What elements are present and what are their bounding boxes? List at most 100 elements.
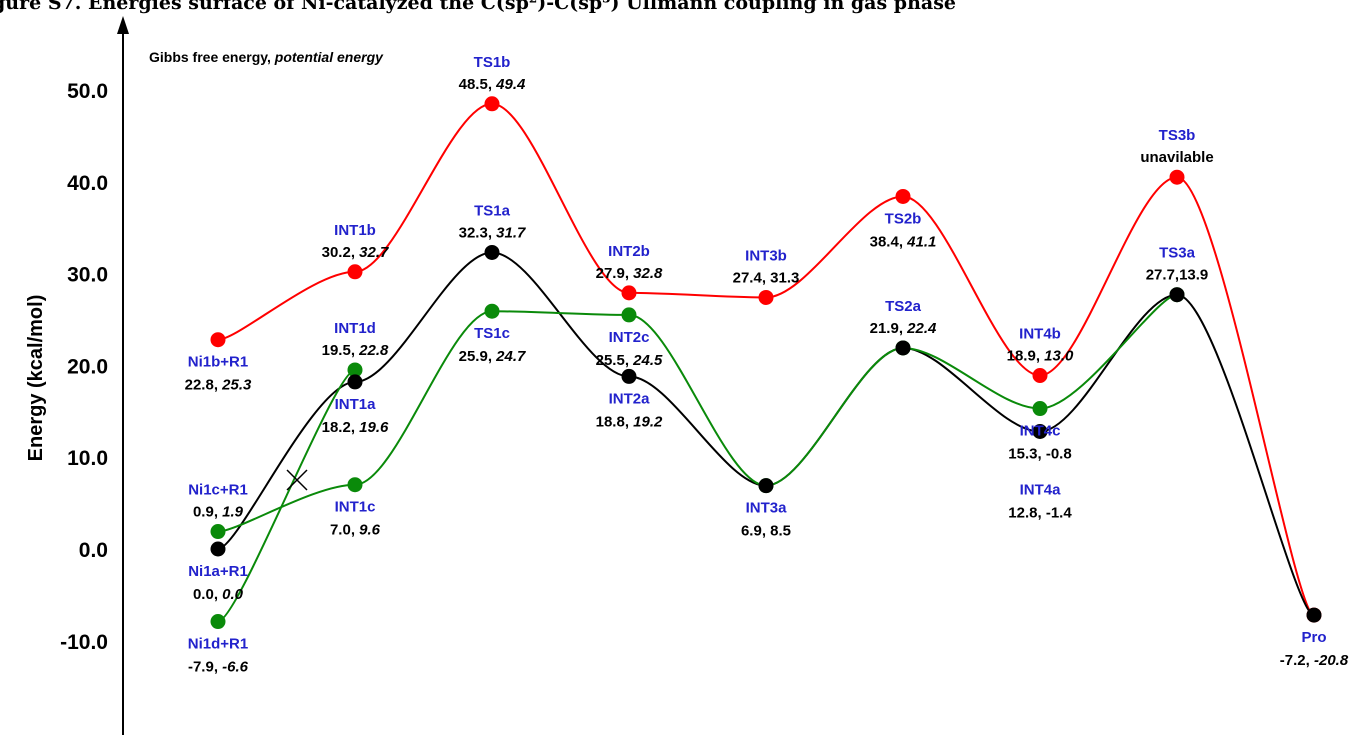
point-label-value: 38.4, 41.1 <box>870 233 937 250</box>
point-value-plain: unavilable <box>1140 149 1213 166</box>
point-value-plain: 27.9, <box>596 265 634 282</box>
data-point <box>1306 607 1322 623</box>
data-point <box>347 374 363 390</box>
point-value-plain: 30.2, <box>322 244 360 261</box>
point-label-name: INT1a <box>335 396 377 413</box>
point-value-plain: 25.5, <box>596 352 634 369</box>
point-label-value: 19.5, 22.8 <box>322 342 389 359</box>
point-label-value: 25.5, 24.5 <box>596 352 663 369</box>
point-label-name: TS2a <box>885 298 922 315</box>
point-label-name: INT1c <box>335 499 376 516</box>
point-label-name: Ni1a+R1 <box>188 563 248 580</box>
y-tick-label: -10.0 <box>60 631 108 654</box>
point-label-name: INT4c <box>1020 423 1061 440</box>
point-value-plain: 22.8, <box>185 377 223 394</box>
point-label-value: -7.9, -6.6 <box>188 659 249 676</box>
point-value-italic: 22.8 <box>358 342 389 359</box>
data-point <box>484 244 500 260</box>
y-axis-arrow <box>117 16 129 34</box>
point-value-italic: 49.4 <box>495 76 526 93</box>
legend-note: Gibbs free energy, potential energy <box>149 49 384 65</box>
point-label-name: Pro <box>1301 629 1326 646</box>
energy-curves <box>217 102 1315 623</box>
y-tick-label: 10.0 <box>67 447 108 470</box>
point-value-plain: 15.3, -0.8 <box>1008 446 1071 463</box>
point-value-plain: 21.9, <box>870 320 908 337</box>
point-value-italic: 13.0 <box>1044 347 1074 364</box>
point-label-name: Ni1b+R1 <box>188 354 248 371</box>
data-point <box>621 285 637 301</box>
point-label-name: TS3a <box>1159 245 1196 262</box>
point-value-plain: 48.5, <box>459 76 497 93</box>
point-label-name: TS1a <box>474 202 511 219</box>
point-value-italic: 32.8 <box>633 265 663 282</box>
point-label-name: TS2b <box>885 210 922 227</box>
point-value-italic: 19.6 <box>359 419 389 436</box>
chart-title: gure S7. Energies surface of Ni-catalyze… <box>0 0 956 14</box>
data-point <box>895 340 911 356</box>
data-point <box>1169 169 1185 185</box>
point-label-value: 32.3, 31.7 <box>459 224 526 241</box>
legend-note-plain: Gibbs free energy, <box>149 49 275 65</box>
data-point <box>484 303 500 319</box>
y-tick-label: 0.0 <box>79 539 108 562</box>
crossing-mark <box>286 469 308 491</box>
data-point <box>758 289 774 305</box>
point-value-plain: 6.9, 8.5 <box>741 523 791 540</box>
data-points <box>210 96 1322 630</box>
data-point <box>347 477 363 493</box>
point-label-value: 22.8, 25.3 <box>185 377 252 394</box>
data-point <box>758 478 774 494</box>
point-label-value: 27.4, 31.3 <box>733 269 800 286</box>
y-tick-label: 50.0 <box>67 80 108 103</box>
point-label-value: 18.2, 19.6 <box>322 419 389 436</box>
data-point <box>895 188 911 204</box>
series-line <box>217 368 356 623</box>
point-label-name: INT1d <box>334 320 376 337</box>
point-label-name: INT2a <box>609 390 651 407</box>
point-value-plain: 27.7,13.9 <box>1146 267 1209 284</box>
data-point <box>621 307 637 323</box>
point-value-plain: -7.2, <box>1280 652 1314 669</box>
point-label-name: INT1b <box>334 222 376 239</box>
point-value-italic: 19.2 <box>633 413 663 430</box>
point-label-value: 12.8, -1.4 <box>1008 504 1072 521</box>
data-point <box>621 368 637 384</box>
y-tick-labels: -10.0 0.0 10.0 20.0 30.0 40.0 50.0 <box>60 80 108 654</box>
point-label-name: Ni1d+R1 <box>188 636 248 653</box>
data-point <box>210 524 226 540</box>
point-value-plain: 19.5, <box>322 342 360 359</box>
data-point <box>210 332 226 348</box>
legend-note-italic: potential energy <box>274 49 384 65</box>
point-label-value: 27.7,13.9 <box>1146 267 1209 284</box>
point-value-italic: 25.3 <box>221 377 252 394</box>
point-label-name: Ni1c+R1 <box>188 482 248 499</box>
point-value-italic: 1.9 <box>222 504 244 521</box>
point-label-value: 48.5, 49.4 <box>459 76 526 93</box>
point-label-name: TS1b <box>474 54 511 71</box>
data-point <box>210 614 226 630</box>
data-point <box>1032 423 1048 439</box>
point-labels: Ni1b+R1 22.8, 25.3 Ni1c+R1 0.9, 1.9 Ni1a+R1 0… <box>185 54 1349 676</box>
point-value-plain: 25.9, <box>459 348 497 365</box>
point-value-plain: 38.4, <box>870 233 908 250</box>
point-value-plain: 18.8, <box>596 413 634 430</box>
point-label-value: 25.9, 24.7 <box>459 348 526 365</box>
point-value-plain: 32.3, <box>459 224 497 241</box>
point-value-italic: 9.6 <box>359 522 381 539</box>
point-label-name: INT2c <box>609 329 650 346</box>
data-point <box>347 264 363 280</box>
y-tick-label: 30.0 <box>67 264 108 287</box>
data-point <box>1032 401 1048 417</box>
point-value-italic: 22.4 <box>906 320 937 337</box>
point-label-value: 18.8, 19.2 <box>596 413 663 430</box>
point-label-name: INT4a <box>1020 481 1062 498</box>
point-label-value: 7.0, 9.6 <box>330 522 381 539</box>
point-label-value: 30.2, 32.7 <box>322 244 389 261</box>
point-label-value: 0.0, 0.0 <box>193 586 244 603</box>
point-label-value: 27.9, 32.8 <box>596 265 663 282</box>
data-point <box>210 541 226 557</box>
point-value-italic: -20.8 <box>1314 652 1349 669</box>
data-point <box>1169 287 1185 303</box>
point-label-name: INT2b <box>608 243 650 260</box>
